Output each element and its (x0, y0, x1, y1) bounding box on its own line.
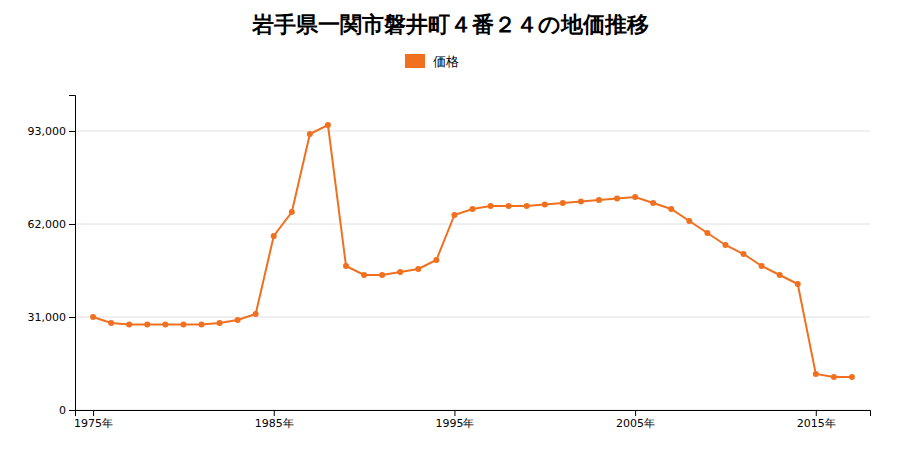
marker (831, 374, 837, 380)
marker (217, 320, 223, 326)
marker (722, 242, 728, 248)
marker (560, 200, 566, 206)
chart-svg: 岩手県一関市磐井町４番２４の地価推移 1975年 1985年 1995年 2005年 20… (0, 0, 900, 450)
x-tick-label: 1985年 (255, 417, 294, 430)
x-tick: 2005年 (616, 410, 655, 430)
marker (777, 272, 783, 278)
marker (361, 272, 367, 278)
x-tick: 1995年 (435, 410, 474, 430)
marker (108, 320, 114, 326)
marker (470, 206, 476, 212)
marker (741, 251, 747, 257)
legend-label: 価格 (433, 54, 459, 69)
x-tick-label: 1995年 (435, 417, 474, 430)
marker (704, 230, 710, 236)
marker (759, 263, 765, 269)
marker (795, 281, 801, 287)
x-tick-mark (93, 410, 94, 416)
x-axis: 1975年 1985年 1995年 2005年 2015年 (74, 410, 870, 430)
x-tick-mark (816, 410, 817, 416)
y-tick-mark (69, 131, 75, 132)
y-tick-label: 62,000 (28, 218, 67, 231)
marker (90, 314, 96, 320)
x-tick: 1975年 (74, 410, 113, 430)
markers (90, 122, 855, 380)
marker (144, 322, 150, 328)
x-tick: 2015年 (797, 410, 836, 430)
marker (343, 263, 349, 269)
legend-swatch (405, 54, 425, 68)
marker (506, 203, 512, 209)
x-tick: 1985年 (255, 410, 294, 430)
y-tick: 31,000 (28, 311, 76, 324)
marker (126, 322, 132, 328)
y-axis: 0 31,000 62,000 93,000 (28, 96, 76, 418)
marker (379, 272, 385, 278)
line (93, 125, 852, 377)
marker (235, 317, 241, 323)
y-tick-mark (69, 224, 75, 225)
legend-item: 価格 (405, 54, 459, 69)
grid (75, 131, 870, 410)
y-axis-line (69, 96, 76, 411)
marker (253, 311, 259, 317)
x-tick-mark (635, 410, 636, 416)
chart-container: 岩手県一関市磐井町４番２４の地価推移 1975年 1985年 1995年 2005年 20… (0, 0, 900, 450)
x-tick-label: 2005年 (616, 417, 655, 430)
marker (849, 374, 855, 380)
marker (325, 122, 331, 128)
x-tick-label: 2015年 (797, 417, 836, 430)
marker (162, 322, 168, 328)
marker (433, 257, 439, 263)
chart-title: 岩手県一関市磐井町４番２４の地価推移 (251, 12, 649, 37)
marker (397, 269, 403, 275)
marker (668, 206, 674, 212)
y-tick: 93,000 (28, 125, 76, 138)
marker (307, 131, 313, 137)
plot-area: 1975年 1985年 1995年 2005年 2015年 0 31,000 62,000 93… (28, 96, 871, 430)
marker (198, 322, 204, 328)
grid-line (75, 224, 870, 225)
y-tick: 0 (59, 404, 75, 417)
marker (596, 197, 602, 203)
marker (686, 218, 692, 224)
marker (632, 194, 638, 200)
data-marks (90, 122, 855, 380)
grid-line (75, 131, 870, 132)
x-tick-mark (454, 410, 455, 416)
marker (415, 266, 421, 272)
legend: 価格 (405, 54, 459, 69)
marker (650, 200, 656, 206)
marker (180, 322, 186, 328)
marker (451, 212, 457, 218)
y-tick-label: 0 (59, 404, 66, 417)
marker (578, 199, 584, 205)
y-tick: 62,000 (28, 218, 76, 231)
marker (542, 202, 548, 208)
marker (524, 203, 530, 209)
y-tick-mark (69, 317, 75, 318)
marker (488, 203, 494, 209)
marker (271, 233, 277, 239)
marker (614, 196, 620, 202)
marker (289, 209, 295, 215)
grid-line (75, 317, 870, 318)
y-tick-label: 93,000 (28, 125, 67, 138)
x-axis-line (76, 411, 871, 417)
marker (813, 371, 819, 377)
x-tick-label: 1975年 (74, 417, 113, 430)
y-tick-mark (69, 410, 75, 411)
y-tick-label: 31,000 (28, 311, 67, 324)
x-tick-mark (274, 410, 275, 416)
